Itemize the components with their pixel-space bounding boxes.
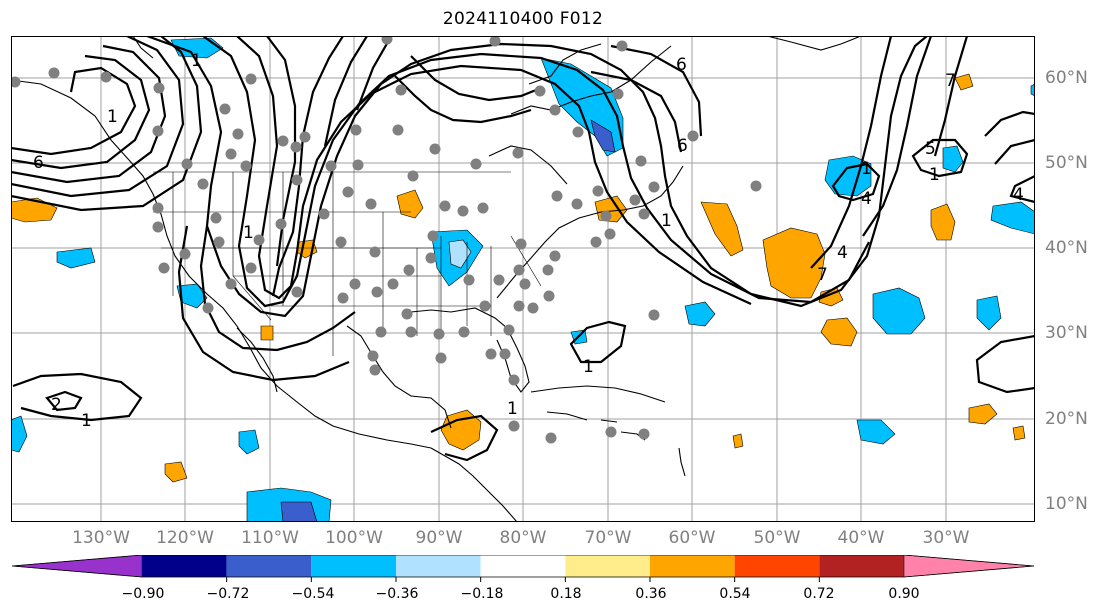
- colorbar-segment: [819, 555, 904, 577]
- contour-label: 6: [33, 153, 44, 173]
- contour-label: 1: [929, 165, 940, 185]
- latitude-label: 20°N: [1045, 409, 1088, 429]
- contour-label: 1: [661, 211, 672, 231]
- longitude-label: 90°W: [415, 528, 463, 548]
- longitude-label: 50°W: [753, 528, 801, 548]
- longitude-label: 110°W: [241, 528, 299, 548]
- contour-label: 4: [1013, 185, 1024, 205]
- longitude-label: 30°W: [922, 528, 970, 548]
- colorbar-tick-label: −0.36: [375, 586, 419, 602]
- colorbar-segment: [734, 555, 820, 577]
- colorbar-tick-label: 0.54: [719, 586, 751, 602]
- longitude-label: 100°W: [325, 528, 383, 548]
- contour-label: 1: [81, 411, 92, 431]
- contour-label: 2: [51, 395, 62, 415]
- colorbar-segment: [565, 555, 650, 577]
- contour-labels: 6 6 6 7 7 5 4 4 4 1 1 1 1 2 1 1 1 1 1: [33, 51, 1024, 431]
- contour-label: 1: [107, 107, 118, 127]
- longitude-label: 60°W: [668, 528, 716, 548]
- longitude-label: 40°W: [837, 528, 885, 548]
- latitude-label: 30°N: [1045, 323, 1088, 343]
- latitude-label: 40°N: [1045, 238, 1088, 258]
- latitude-label: 50°N: [1045, 153, 1088, 173]
- contour-label: 1: [191, 51, 202, 71]
- colorbar: [11, 555, 1035, 582]
- colorbar-extend-high: [903, 555, 1035, 578]
- map-panel[interactable]: 6 6 6 7 7 5 4 4 4 1 1 1 1 2 1 1 1 1 1: [11, 36, 1035, 522]
- longitude-label: 80°W: [499, 528, 547, 548]
- colorbar-tick-label: −0.54: [291, 586, 335, 602]
- contour-lines: [11, 36, 1035, 462]
- colorbar-segment: [480, 555, 566, 577]
- colorbar-tick-label: 0.72: [803, 586, 835, 602]
- colorbar-tick-label: 0.36: [635, 586, 667, 602]
- colorbar-segment: [396, 555, 481, 577]
- contour-label: 6: [677, 136, 688, 156]
- colorbar-tick-label: −0.90: [121, 586, 165, 602]
- colorbar-tick-label: −0.18: [460, 586, 504, 602]
- contour-label: 4: [861, 189, 872, 209]
- longitude-label: 70°W: [584, 528, 632, 548]
- contour-label: 5: [925, 139, 936, 159]
- contour-label: 1: [243, 223, 254, 243]
- longitude-label: 120°W: [156, 528, 214, 548]
- colorbar-tick-label: −0.72: [206, 586, 250, 602]
- contour-label: 6: [676, 55, 687, 75]
- colorbar-tick-label: 0.90: [888, 586, 920, 602]
- contour-label: 1: [861, 159, 872, 179]
- latitude-label: 10°N: [1045, 494, 1088, 514]
- contour-label: 7: [817, 265, 828, 285]
- contour-label: 1: [507, 399, 518, 419]
- colorbar-segment: [311, 555, 396, 577]
- state-borders: [153, 171, 542, 356]
- contour-label: 7: [945, 71, 956, 91]
- latitude-label: 60°N: [1045, 68, 1088, 88]
- contour-label: 4: [837, 243, 848, 263]
- contour-label: 1: [583, 357, 594, 377]
- station-dots: [11, 36, 762, 444]
- colorbar-extend-low: [11, 555, 143, 578]
- map-title: 2024110400 F012: [442, 9, 604, 29]
- shaded-anomalies: [11, 37, 1035, 522]
- colorbar-tick-label: 0.18: [550, 586, 582, 602]
- colorbar-segment: [142, 555, 227, 577]
- colorbar-segment: [650, 555, 735, 577]
- longitude-label: 130°W: [72, 528, 130, 548]
- map-frame: [11, 36, 1035, 522]
- colorbar-segment: [226, 555, 312, 577]
- colorbar-outline: [11, 555, 1035, 578]
